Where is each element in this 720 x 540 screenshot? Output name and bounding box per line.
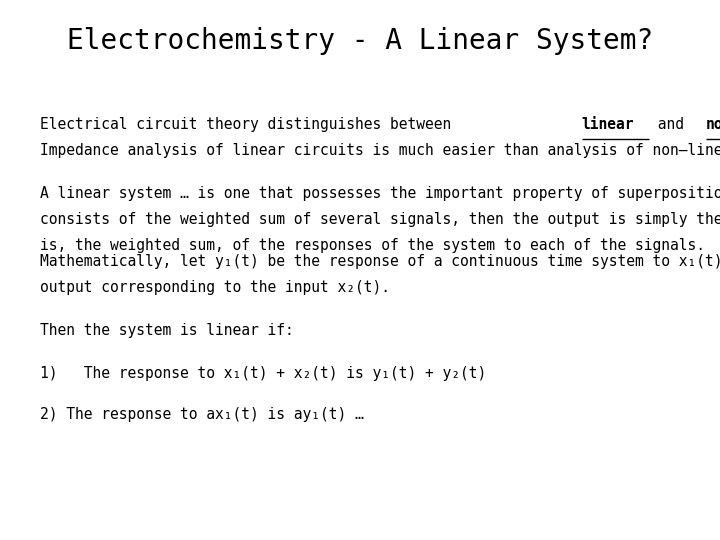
Text: A linear system … is one that possesses the important property of superposition:: A linear system … is one that possesses …: [40, 186, 720, 201]
Text: Then the system is linear if:: Then the system is linear if:: [40, 323, 293, 339]
Text: linear: linear: [582, 117, 634, 132]
Text: 2) The response to ax₁(t) is ay₁(t) …: 2) The response to ax₁(t) is ay₁(t) …: [40, 407, 364, 422]
Text: and: and: [649, 117, 693, 132]
Text: consists of the weighted sum of several signals, then the output is simply the s: consists of the weighted sum of several …: [40, 212, 720, 227]
Text: Electrical circuit theory distinguishes between: Electrical circuit theory distinguishes …: [40, 117, 459, 132]
Text: Impedance analysis of linear circuits is much easier than analysis of non–linear: Impedance analysis of linear circuits is…: [40, 143, 720, 158]
Text: is, the weighted sum, of the responses of the system to each of the signals.: is, the weighted sum, of the responses o…: [40, 238, 705, 253]
Text: 1)   The response to x₁(t) + x₂(t) is y₁(t) + y₂(t): 1) The response to x₁(t) + x₂(t) is y₁(t…: [40, 366, 486, 381]
Text: Mathematically, let y₁(t) be the response of a continuous time system to x₁(t) a: Mathematically, let y₁(t) be the respons…: [40, 254, 720, 269]
Text: output corresponding to the input x₂(t).: output corresponding to the input x₂(t).: [40, 280, 390, 295]
Text: Electrochemistry - A Linear System?: Electrochemistry - A Linear System?: [67, 27, 653, 55]
Text: non–linear: non–linear: [706, 117, 720, 132]
